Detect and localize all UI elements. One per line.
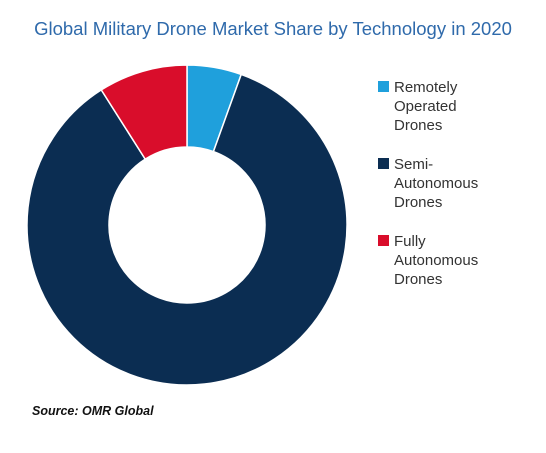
legend-swatch [378,235,389,246]
legend-label: Fully Autonomous Drones [394,233,479,288]
donut-slice-fully-autonomous [100,64,188,161]
source-note: Source: OMR Global [32,404,154,418]
legend-item-remotely-operated: Remotely Operated Drones [378,78,504,135]
donut-slice-semi-autonomous [26,73,348,386]
legend: Remotely Operated Drones Semi- Autonomou… [378,78,504,309]
legend-swatch [378,81,389,92]
legend-label: Semi- Autonomous Drones [394,156,479,211]
legend-item-semi-autonomous: Semi- Autonomous Drones [378,155,504,212]
legend-label: Remotely Operated Drones [394,79,458,134]
legend-swatch [378,158,389,169]
legend-item-fully-autonomous: Fully Autonomous Drones [378,232,504,289]
chart-title: Global Military Drone Market Share by Te… [34,18,512,39]
